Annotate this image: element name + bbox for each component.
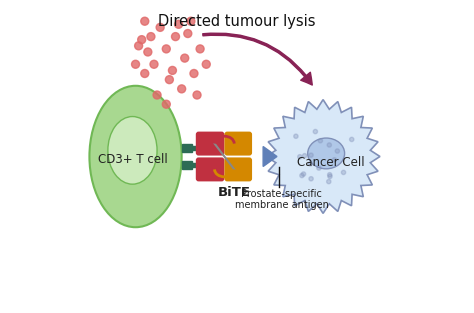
Circle shape — [318, 139, 322, 143]
Circle shape — [294, 134, 298, 138]
Text: Directed tumour lysis: Directed tumour lysis — [158, 13, 316, 28]
Circle shape — [327, 143, 331, 147]
Circle shape — [174, 20, 182, 28]
Polygon shape — [263, 146, 277, 167]
Circle shape — [328, 172, 332, 177]
Circle shape — [309, 153, 313, 157]
Circle shape — [168, 66, 176, 74]
Circle shape — [193, 91, 201, 99]
FancyBboxPatch shape — [182, 161, 192, 169]
Circle shape — [165, 76, 173, 84]
Text: Prostate-specific
membrane antigen: Prostate-specific membrane antigen — [235, 189, 328, 210]
Circle shape — [187, 17, 195, 25]
Circle shape — [150, 60, 158, 68]
Circle shape — [147, 33, 155, 41]
Circle shape — [328, 174, 332, 179]
FancyArrowPatch shape — [203, 33, 312, 85]
FancyBboxPatch shape — [196, 157, 224, 182]
FancyBboxPatch shape — [192, 163, 200, 167]
Polygon shape — [266, 100, 380, 213]
Circle shape — [335, 149, 339, 153]
Circle shape — [196, 45, 204, 53]
Circle shape — [178, 85, 186, 93]
Circle shape — [135, 42, 143, 50]
Circle shape — [332, 158, 337, 162]
Circle shape — [300, 173, 304, 178]
Circle shape — [309, 177, 313, 181]
Circle shape — [327, 179, 331, 184]
Circle shape — [298, 155, 302, 159]
Circle shape — [190, 69, 198, 78]
Circle shape — [137, 36, 146, 44]
Circle shape — [144, 48, 152, 56]
Text: BiTE: BiTE — [218, 186, 250, 199]
Ellipse shape — [90, 86, 182, 227]
Circle shape — [301, 172, 306, 176]
Circle shape — [202, 60, 210, 68]
Circle shape — [184, 29, 192, 38]
Circle shape — [153, 91, 161, 99]
Circle shape — [341, 170, 346, 175]
Circle shape — [313, 129, 318, 134]
Circle shape — [156, 23, 164, 31]
FancyBboxPatch shape — [192, 146, 200, 150]
FancyBboxPatch shape — [224, 157, 252, 182]
Circle shape — [302, 154, 307, 158]
Ellipse shape — [108, 116, 157, 184]
Circle shape — [141, 17, 149, 25]
Circle shape — [162, 100, 170, 108]
Text: Cancer Cell: Cancer Cell — [297, 156, 365, 169]
Text: CD3+ T cell: CD3+ T cell — [98, 153, 167, 166]
Circle shape — [132, 60, 139, 68]
Circle shape — [162, 45, 170, 53]
Circle shape — [308, 162, 312, 166]
Ellipse shape — [308, 138, 345, 169]
FancyBboxPatch shape — [182, 144, 192, 152]
Circle shape — [141, 69, 149, 78]
Circle shape — [349, 137, 354, 141]
Circle shape — [172, 33, 180, 41]
Circle shape — [181, 54, 189, 62]
FancyBboxPatch shape — [224, 131, 252, 156]
FancyBboxPatch shape — [196, 131, 224, 156]
Circle shape — [317, 166, 321, 170]
